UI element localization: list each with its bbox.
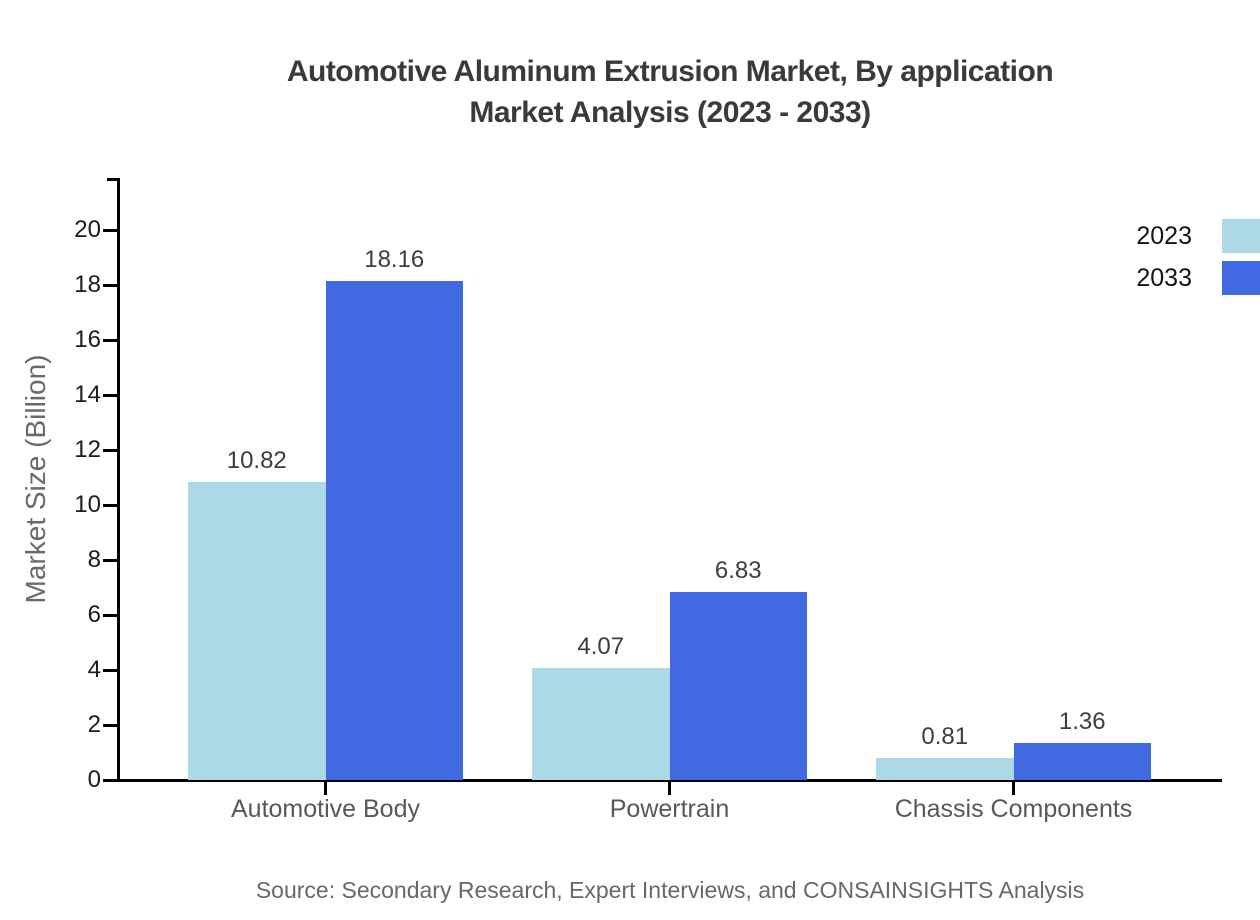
value-label-2023-automotive-body: 10.82 — [226, 447, 287, 475]
y-tick-label: 14 — [74, 381, 101, 408]
y-tick-mark — [103, 503, 118, 507]
y-tick-label: 8 — [87, 546, 101, 573]
chart-title: Automotive Aluminum Extrusion Market, By… — [80, 51, 1260, 133]
x-category-label-chassis-components: Chassis Components — [894, 795, 1133, 823]
x-tick-mark — [324, 780, 327, 795]
x-tick-mark — [1012, 780, 1015, 795]
y-tick-label: 20 — [74, 216, 101, 243]
y-axis-end-cap — [107, 178, 118, 181]
y-tick-mark — [103, 448, 118, 452]
value-label-2033-automotive-body: 18.16 — [364, 245, 425, 273]
value-label-2023-powertrain: 4.07 — [577, 633, 625, 661]
y-tick-mark — [103, 668, 118, 672]
value-label-2033-chassis-components: 1.36 — [1058, 707, 1106, 735]
y-axis-line — [116, 178, 120, 782]
x-category-label-automotive-body: Automotive Body — [231, 795, 420, 823]
legend-label-2033: 2033 — [1136, 264, 1192, 292]
y-tick-label: 6 — [87, 601, 101, 628]
legend-swatch-2023 — [1222, 219, 1260, 253]
y-tick-mark — [103, 723, 118, 727]
bar-2033-powertrain — [669, 592, 807, 780]
chart-title-line1: Automotive Aluminum Extrusion Market, By… — [286, 55, 1054, 88]
y-tick-mark — [103, 283, 118, 287]
bar-2033-automotive-body — [325, 280, 463, 780]
y-tick-label: 10 — [74, 491, 101, 518]
source-note: Source: Secondary Research, Expert Inter… — [255, 877, 1085, 903]
y-tick-label: 0 — [87, 766, 101, 793]
legend-swatch-2033 — [1222, 261, 1260, 295]
y-tick-label: 2 — [87, 711, 101, 738]
x-axis-line — [103, 778, 1222, 782]
value-label-2033-powertrain: 6.83 — [714, 557, 762, 585]
y-tick-mark — [103, 228, 118, 232]
bar-2023-automotive-body — [188, 482, 326, 780]
y-tick-label: 12 — [74, 436, 101, 463]
bar-2023-powertrain — [532, 668, 670, 780]
y-tick-label: 18 — [74, 271, 101, 298]
y-tick-mark — [103, 613, 118, 617]
bar-2023-chassis-components — [876, 757, 1014, 780]
x-tick-mark — [668, 780, 671, 795]
y-tick-mark — [103, 338, 118, 342]
x-category-label-powertrain: Powertrain — [609, 795, 730, 823]
y-tick-label: 4 — [87, 656, 101, 683]
y-tick-label: 16 — [74, 326, 101, 353]
y-tick-mark — [103, 393, 118, 397]
y-tick-mark — [103, 558, 118, 562]
y-tick-mark — [103, 778, 118, 782]
legend-item-2023: 2023 — [1136, 219, 1260, 253]
value-label-2023-chassis-components: 0.81 — [921, 722, 969, 750]
bar-2033-chassis-components — [1013, 742, 1151, 780]
legend-label-2023: 2023 — [1136, 222, 1192, 250]
legend-item-2033: 2033 — [1136, 261, 1260, 295]
chart-title-line2: Market Analysis (2023 - 2033) — [469, 96, 871, 129]
